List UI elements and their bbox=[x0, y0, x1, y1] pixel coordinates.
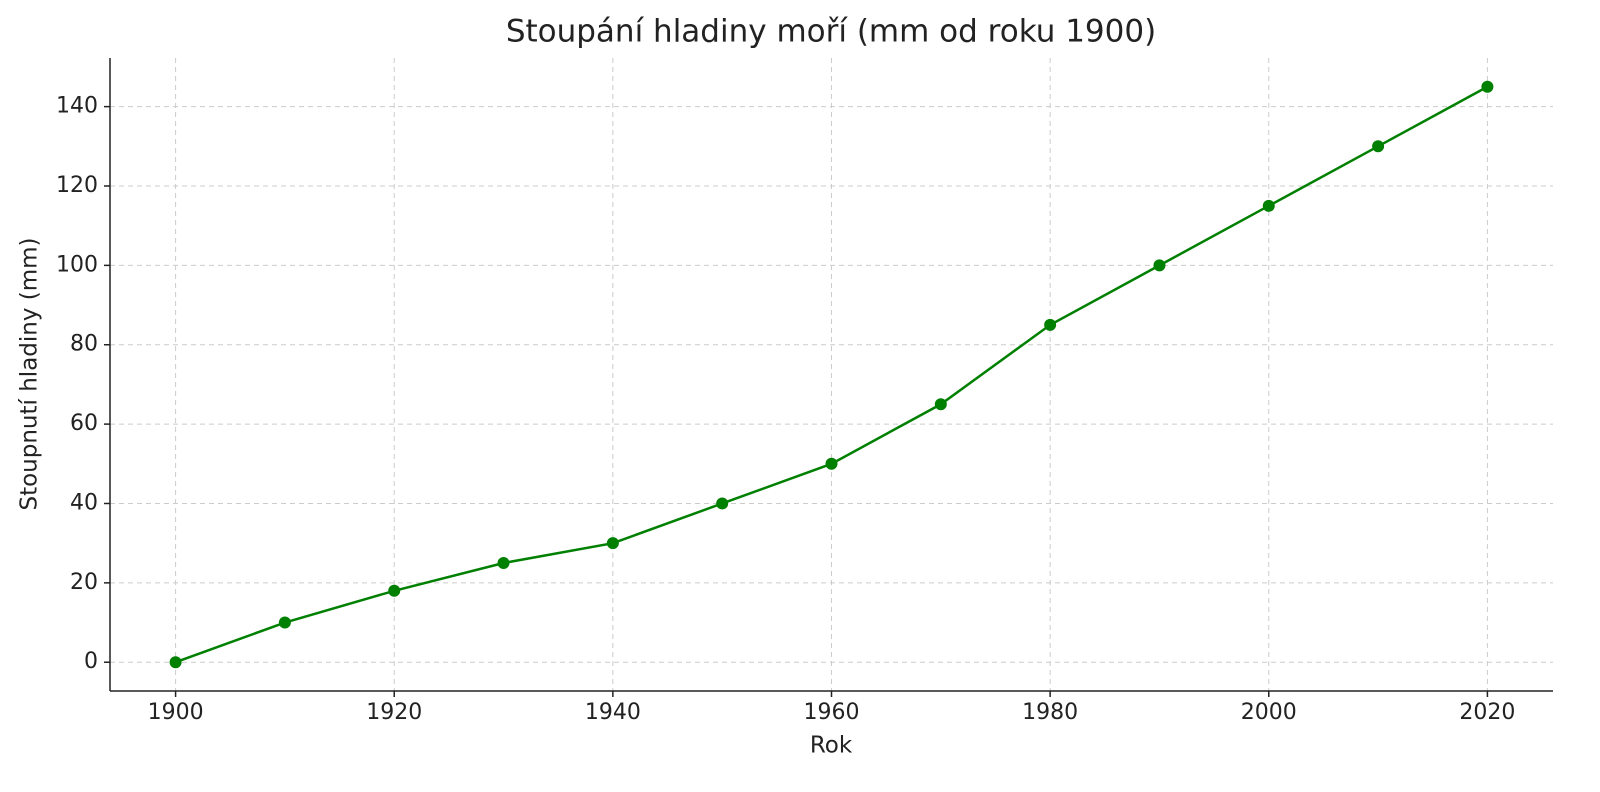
x-tick-label: 1940 bbox=[585, 700, 641, 725]
data-point bbox=[1262, 199, 1275, 212]
data-point bbox=[169, 656, 182, 669]
data-point bbox=[497, 557, 510, 570]
data-point bbox=[934, 398, 947, 411]
data-point bbox=[388, 584, 401, 597]
data-point bbox=[1153, 259, 1166, 272]
x-axis-label: Rok bbox=[810, 733, 853, 759]
y-tick-label: 120 bbox=[56, 173, 98, 198]
x-tick-label: 1980 bbox=[1022, 700, 1078, 725]
x-tick-label: 2000 bbox=[1241, 700, 1297, 725]
data-point bbox=[606, 537, 619, 550]
x-tick-label: 1960 bbox=[804, 700, 860, 725]
data-point bbox=[1481, 80, 1494, 93]
y-tick-label: 40 bbox=[70, 490, 98, 515]
y-tick-label: 80 bbox=[70, 332, 98, 357]
y-tick-label: 0 bbox=[84, 649, 98, 674]
x-tick-label: 1920 bbox=[366, 700, 422, 725]
x-tick-label: 2020 bbox=[1459, 700, 1515, 725]
y-tick-label: 100 bbox=[56, 252, 98, 277]
data-point bbox=[825, 457, 838, 470]
x-tick-label: 1900 bbox=[148, 700, 204, 725]
data-point bbox=[716, 497, 729, 510]
chart-title: Stoupání hladiny moří (mm od roku 1900) bbox=[506, 14, 1156, 50]
y-tick-label: 140 bbox=[56, 94, 98, 119]
data-point bbox=[1044, 318, 1057, 331]
y-tick-label: 20 bbox=[70, 570, 98, 595]
data-point bbox=[1372, 140, 1385, 153]
y-tick-label: 60 bbox=[70, 411, 98, 436]
data-point bbox=[278, 616, 291, 629]
y-axis-label: Stoupnutí hladiny (mm) bbox=[17, 237, 43, 510]
